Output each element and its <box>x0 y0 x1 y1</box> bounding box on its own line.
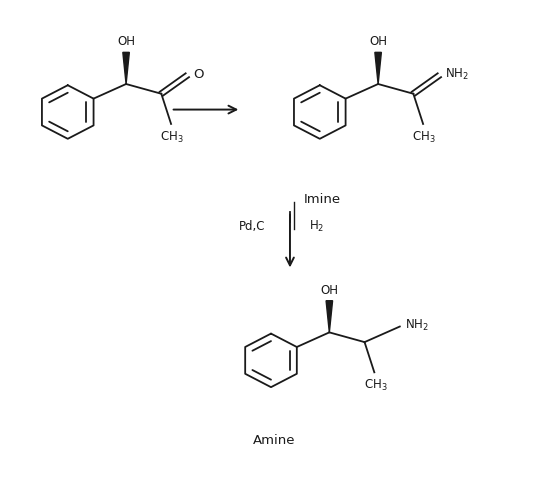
Text: H$_2$: H$_2$ <box>309 219 324 234</box>
Text: O: O <box>193 68 203 81</box>
Text: NH$_2$: NH$_2$ <box>405 318 429 333</box>
Text: CH$_3$: CH$_3$ <box>364 378 387 393</box>
Text: Pd,C: Pd,C <box>239 220 266 233</box>
Text: CH$_3$: CH$_3$ <box>412 130 436 145</box>
Polygon shape <box>375 52 382 84</box>
Text: OH: OH <box>117 36 135 48</box>
Text: OH: OH <box>369 36 387 48</box>
Text: Amine: Amine <box>253 434 295 447</box>
Text: Imine: Imine <box>304 193 341 206</box>
Polygon shape <box>123 52 130 84</box>
Text: OH: OH <box>320 284 338 297</box>
Text: NH$_2$: NH$_2$ <box>445 67 469 82</box>
Polygon shape <box>326 300 333 332</box>
Text: CH$_3$: CH$_3$ <box>160 130 184 145</box>
